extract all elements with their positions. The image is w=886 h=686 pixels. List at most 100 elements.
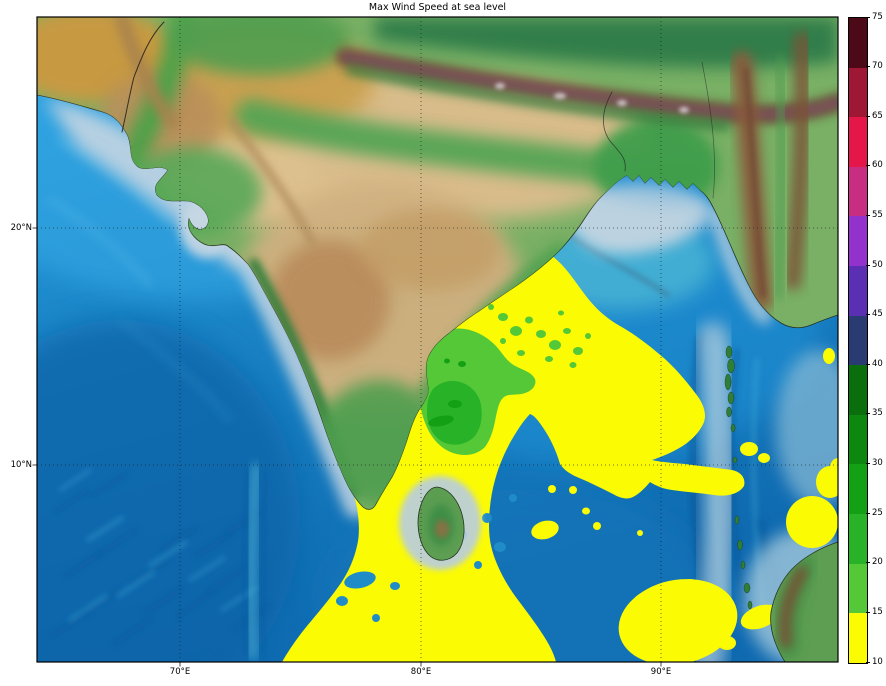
continental-shelf-shape: [568, 183, 712, 243]
land-topography-shape: [270, 240, 390, 360]
colorbar-tick-label: 70: [872, 61, 883, 72]
plot-title: Max Wind Speed at sea level: [368, 2, 507, 13]
wind-overlay-yellow-shape: [582, 507, 590, 515]
colorbar-tick-label: 20: [872, 557, 883, 568]
wind-overlay-yellow-shape: [531, 520, 559, 540]
colorbar-tick-label: 45: [872, 309, 883, 320]
colorbar-segment-40-45: [849, 315, 867, 366]
ocean-texture-shape: [261, 470, 268, 657]
wind-overlay-yellow-shape: [582, 452, 588, 458]
land-topography-shape: [785, 32, 811, 290]
wind-overlay-yellow-shape: [740, 442, 758, 456]
colorbar-tick-label: 55: [872, 209, 883, 220]
ocean-texture-shape: [176, 590, 216, 618]
wind-overlay-holes-shape: [390, 582, 400, 590]
land-topography-shape: [170, 17, 350, 75]
ocean-texture-shape: [206, 566, 246, 594]
wind-overlay-green-shape: [563, 328, 571, 334]
colorbar-segment-70-75: [849, 18, 867, 68]
colorbar: [848, 17, 868, 664]
wind-overlay-green-shape: [498, 313, 508, 321]
y-tick-label: 10°N: [10, 459, 32, 470]
colorbar-tick-label: 10: [872, 656, 883, 667]
colorbar-tick-mark: [866, 264, 870, 266]
wind-overlay-holes-shape: [474, 561, 482, 569]
x-tick-label: 80°E: [410, 667, 432, 677]
ocean-texture-shape: [160, 526, 198, 552]
colorbar-tick-mark: [866, 66, 870, 68]
land-topography-shape: [375, 17, 838, 68]
land-topography-shape: [360, 210, 500, 290]
ocean-texture-shape: [241, 468, 249, 657]
ocean-texture-shape: [64, 552, 102, 578]
wind-overlay-holes-shape: [372, 614, 380, 622]
wind-overlay-holes-shape: [494, 542, 506, 552]
islands-shape: [732, 456, 738, 464]
wind-band-20-25-core: [427, 381, 482, 445]
colorbar-tick-mark: [866, 413, 870, 415]
x-tick-label: 70°E: [169, 667, 191, 677]
wind-overlay-green-shape: [536, 330, 546, 338]
ocean-texture-shape: [144, 586, 184, 614]
colorbar-tick-mark: [866, 562, 870, 564]
wind-overlay-green-shape: [573, 347, 583, 355]
wind-band-25-30-spot: [428, 415, 454, 427]
wind-overlay-holes-shape: [509, 494, 517, 502]
land-topography-shape: [679, 107, 689, 113]
ocean-texture-shape: [194, 532, 232, 558]
x-tick-label: 90°E: [650, 667, 672, 677]
ocean-texture-shape: [188, 556, 226, 582]
colorbar-tick-mark: [866, 115, 870, 117]
colorbar-segment-25-30: [849, 464, 867, 515]
colorbar-tick-label: 60: [872, 160, 883, 171]
continental-shelf-shape: [708, 206, 772, 324]
land-topography-shape: [115, 17, 179, 129]
wind-overlay-yellow-shape: [548, 485, 556, 493]
islands-shape: [726, 406, 732, 418]
islands-shape: [737, 539, 743, 551]
ocean-texture-shape: [86, 516, 124, 542]
wind-band-25-30-spot: [458, 361, 466, 367]
colorbar-tick-mark: [866, 463, 870, 465]
wind-overlay-yellow-shape: [823, 348, 835, 364]
ocean-texture-shape: [112, 616, 154, 646]
wind-overlay-yellow-shape: [758, 453, 770, 463]
islands-shape: [734, 515, 740, 525]
islands: [724, 345, 753, 610]
colorbar-segment-20-25: [849, 514, 867, 564]
colorbar-tick-mark: [866, 661, 870, 663]
wind-overlay-green-shape: [585, 333, 591, 339]
ocean-texture-shape: [54, 488, 90, 514]
wind-overlay-green-shape: [500, 338, 506, 344]
islands-shape: [727, 391, 735, 405]
wind-overlay-yellow-shape: [830, 458, 838, 478]
colorbar-tick-mark: [866, 512, 870, 514]
ocean-texture-shape: [68, 594, 108, 622]
islands-shape: [740, 560, 746, 570]
land-topography-shape: [228, 118, 316, 246]
continental-shelf-shape: [776, 350, 838, 506]
ocean-texture-shape: [130, 558, 170, 586]
colorbar-segment-60-65: [849, 117, 867, 167]
colorbar-tick-label: 30: [872, 458, 883, 469]
wind-band-10-15-main: [282, 245, 745, 662]
colorbar-tick-label: 15: [872, 606, 883, 617]
gridlines-and-frame: [32, 16, 839, 667]
land-topography-shape: [495, 83, 505, 89]
border-bangladesh: [603, 91, 626, 172]
colorbar-tick-label: 25: [872, 507, 883, 518]
wind-overlay-green: [419, 304, 591, 455]
wind-band-25-30-spot: [448, 400, 462, 408]
colorbar-tick-mark: [866, 16, 870, 18]
border-india-pakistan: [121, 21, 165, 133]
wind-overlay-green-shape: [558, 310, 564, 316]
wind-overlay-yellow-shape: [618, 579, 738, 662]
colorbar-tick-label: 65: [872, 110, 883, 121]
land-topography-shape: [345, 65, 730, 131]
wind-overlay-yellow-shape: [637, 530, 643, 536]
colorbar-tick-mark: [866, 165, 870, 167]
colorbar-segment-30-35: [849, 414, 867, 465]
wind-overlay-holes-shape: [482, 513, 492, 523]
wind-overlay-yellow-shape: [740, 604, 780, 630]
